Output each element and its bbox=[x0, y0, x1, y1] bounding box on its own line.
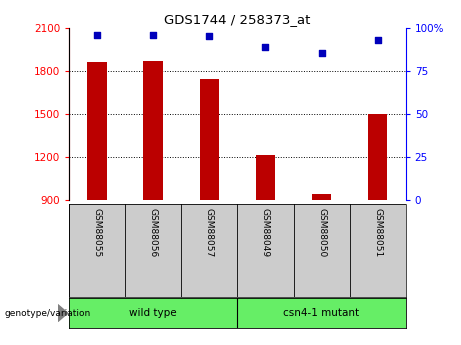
Bar bbox=[256, 155, 275, 200]
Bar bbox=[312, 194, 331, 200]
Title: GDS1744 / 258373_at: GDS1744 / 258373_at bbox=[164, 13, 311, 27]
Text: GSM88056: GSM88056 bbox=[149, 208, 158, 257]
Point bbox=[94, 32, 101, 37]
Point bbox=[149, 32, 157, 37]
Text: GSM88049: GSM88049 bbox=[261, 208, 270, 257]
Bar bbox=[200, 79, 219, 200]
Text: wild type: wild type bbox=[130, 308, 177, 318]
Text: GSM88051: GSM88051 bbox=[373, 208, 382, 257]
Bar bbox=[88, 62, 107, 200]
Point bbox=[206, 33, 213, 39]
Polygon shape bbox=[58, 305, 68, 322]
Point bbox=[374, 37, 381, 42]
Bar bbox=[368, 114, 387, 200]
Point bbox=[318, 51, 325, 56]
Text: genotype/variation: genotype/variation bbox=[5, 308, 91, 318]
Point bbox=[262, 44, 269, 49]
Bar bbox=[143, 61, 163, 200]
Text: csn4-1 mutant: csn4-1 mutant bbox=[284, 308, 360, 318]
Text: GSM88055: GSM88055 bbox=[93, 208, 102, 257]
Text: GSM88057: GSM88057 bbox=[205, 208, 214, 257]
Text: GSM88050: GSM88050 bbox=[317, 208, 326, 257]
